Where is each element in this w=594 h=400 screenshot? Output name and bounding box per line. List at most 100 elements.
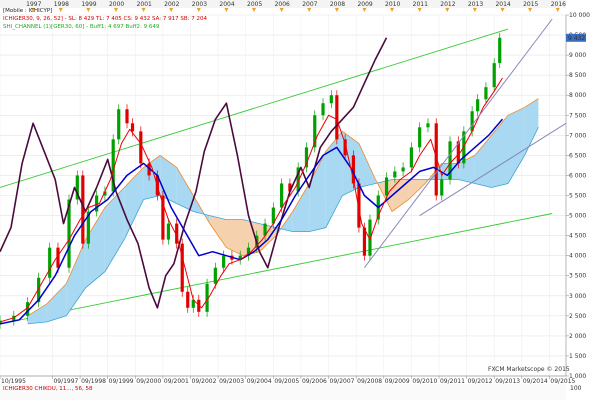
candle-body: [222, 255, 226, 268]
candle-body: [139, 131, 143, 164]
candle-body: [321, 103, 325, 116]
trend-lines: [364, 18, 567, 269]
candle-body: [186, 291, 190, 308]
top-year-label: 2011: [413, 1, 428, 8]
candle-body: [197, 299, 201, 312]
footer-credit: FXCM Marketscope © 2015: [488, 366, 570, 373]
indicator-label: ICHIGER30 CHIKOU, 11..., 56, 58: [3, 386, 93, 392]
price-tick-label: 6 000: [569, 172, 586, 179]
candle-body: [313, 115, 317, 148]
price-tick-label: 5 500: [569, 193, 586, 200]
year-marker-icon: [472, 8, 477, 12]
legend-line-3: SHI_CHANNEL (1)[GER30, 60] - Buff1: 4 69…: [3, 24, 160, 30]
candle-body: [409, 147, 413, 168]
date-tick-label: 09/2013: [495, 378, 520, 385]
year-marker-icon: [58, 8, 63, 12]
top-axis-band: [0, 0, 566, 8]
kijun-sen-line: [0, 118, 504, 325]
candle-body: [329, 95, 333, 104]
cloud-segment: [66, 239, 86, 316]
candle-body: [470, 111, 474, 132]
year-marker-icon: [528, 8, 533, 12]
candle-body: [343, 139, 347, 156]
year-marker-icon: [86, 8, 91, 12]
price-tick-label: 7 000: [569, 132, 586, 139]
date-tick-label: 09/2010: [412, 378, 437, 385]
last-price-marker: 9 432: [566, 33, 586, 42]
cloud-segment: [176, 167, 194, 212]
year-marker-icon: [445, 8, 450, 12]
candle-body: [357, 183, 361, 228]
candle-body: [368, 219, 372, 256]
candle-body: [213, 267, 217, 284]
candle-body: [271, 207, 275, 224]
date-tick-label: 09/2009: [385, 378, 410, 385]
date-tick-label: 09/2007: [330, 378, 355, 385]
cloud-segment: [46, 283, 67, 322]
indicator-scale: 100: [570, 385, 582, 392]
date-tick-label: 09/2012: [468, 378, 493, 385]
candle-body: [175, 223, 179, 244]
candle-body: [246, 247, 251, 256]
date-tick-label: 09/2004: [247, 378, 272, 385]
channel-lines: [0, 28, 553, 325]
date-tick-label: 09/2003: [219, 378, 244, 385]
year-marker-icon: [196, 8, 201, 12]
year-marker-icon: [113, 8, 118, 12]
cloud-segment: [85, 207, 105, 288]
top-year-label: 2000: [109, 1, 124, 8]
candle-body: [117, 109, 121, 140]
cloud-segment: [325, 131, 343, 228]
candles: [0, 32, 502, 329]
top-year-label: 2013: [468, 1, 483, 8]
top-year-label: 2004: [219, 1, 234, 8]
year-marker-icon: [417, 8, 422, 12]
date-tick-label: 09/1998: [81, 378, 106, 385]
year-marker-icon: [141, 8, 146, 12]
year-marker-icon: [252, 8, 257, 12]
channel-line: [0, 213, 553, 325]
candle-body: [67, 199, 71, 268]
cloud-segment: [508, 107, 525, 184]
channel-line: [0, 28, 509, 188]
candle-body: [418, 127, 422, 148]
candle-body: [125, 109, 129, 124]
price-tick-label: 1 000: [569, 373, 586, 380]
cloud-segment: [292, 183, 310, 232]
cloud-segment: [209, 215, 227, 248]
senkou-b-line: [27, 127, 539, 325]
date-axis: 10/1995 09/1997 09/1998 09/1999 09/2000 09/20…: [0, 375, 576, 385]
price-tick-label: 4 000: [569, 253, 586, 260]
date-tick-label: 09/2001: [164, 378, 189, 385]
candle-body: [498, 37, 502, 64]
top-year-label: 2010: [385, 1, 400, 8]
candle-body: [384, 177, 389, 196]
cloud-segment: [358, 143, 376, 188]
date-tick-label: 09/1997: [53, 378, 78, 385]
year-marker-icon: [555, 8, 560, 12]
price-tick-label: 5 000: [569, 213, 586, 220]
cloud-segment: [27, 303, 47, 324]
candle-body: [161, 195, 165, 240]
tenkan-sen-line: [0, 77, 503, 323]
price-tick-label: 2 000: [569, 333, 586, 340]
candle-body: [238, 255, 242, 260]
candle-body: [351, 155, 356, 184]
candle-body: [95, 195, 99, 212]
candle-body: [147, 163, 151, 176]
year-marker-icon: [31, 8, 36, 12]
candle-body: [426, 123, 430, 128]
cloud-segment: [392, 179, 409, 212]
date-tick-label: 09/2006: [302, 378, 327, 385]
cloud-segment: [309, 151, 326, 232]
cloud-segment: [124, 167, 144, 240]
candle-body: [456, 141, 460, 164]
year-marker-icon: [500, 8, 505, 12]
candle-body: [448, 141, 452, 180]
price-tick-label: 7 500: [569, 112, 586, 119]
cloud-segment: [226, 219, 243, 256]
price-tick-label: 4 500: [569, 233, 586, 240]
indicator-pane-background: [0, 384, 566, 400]
year-marker-icon: [224, 8, 229, 12]
